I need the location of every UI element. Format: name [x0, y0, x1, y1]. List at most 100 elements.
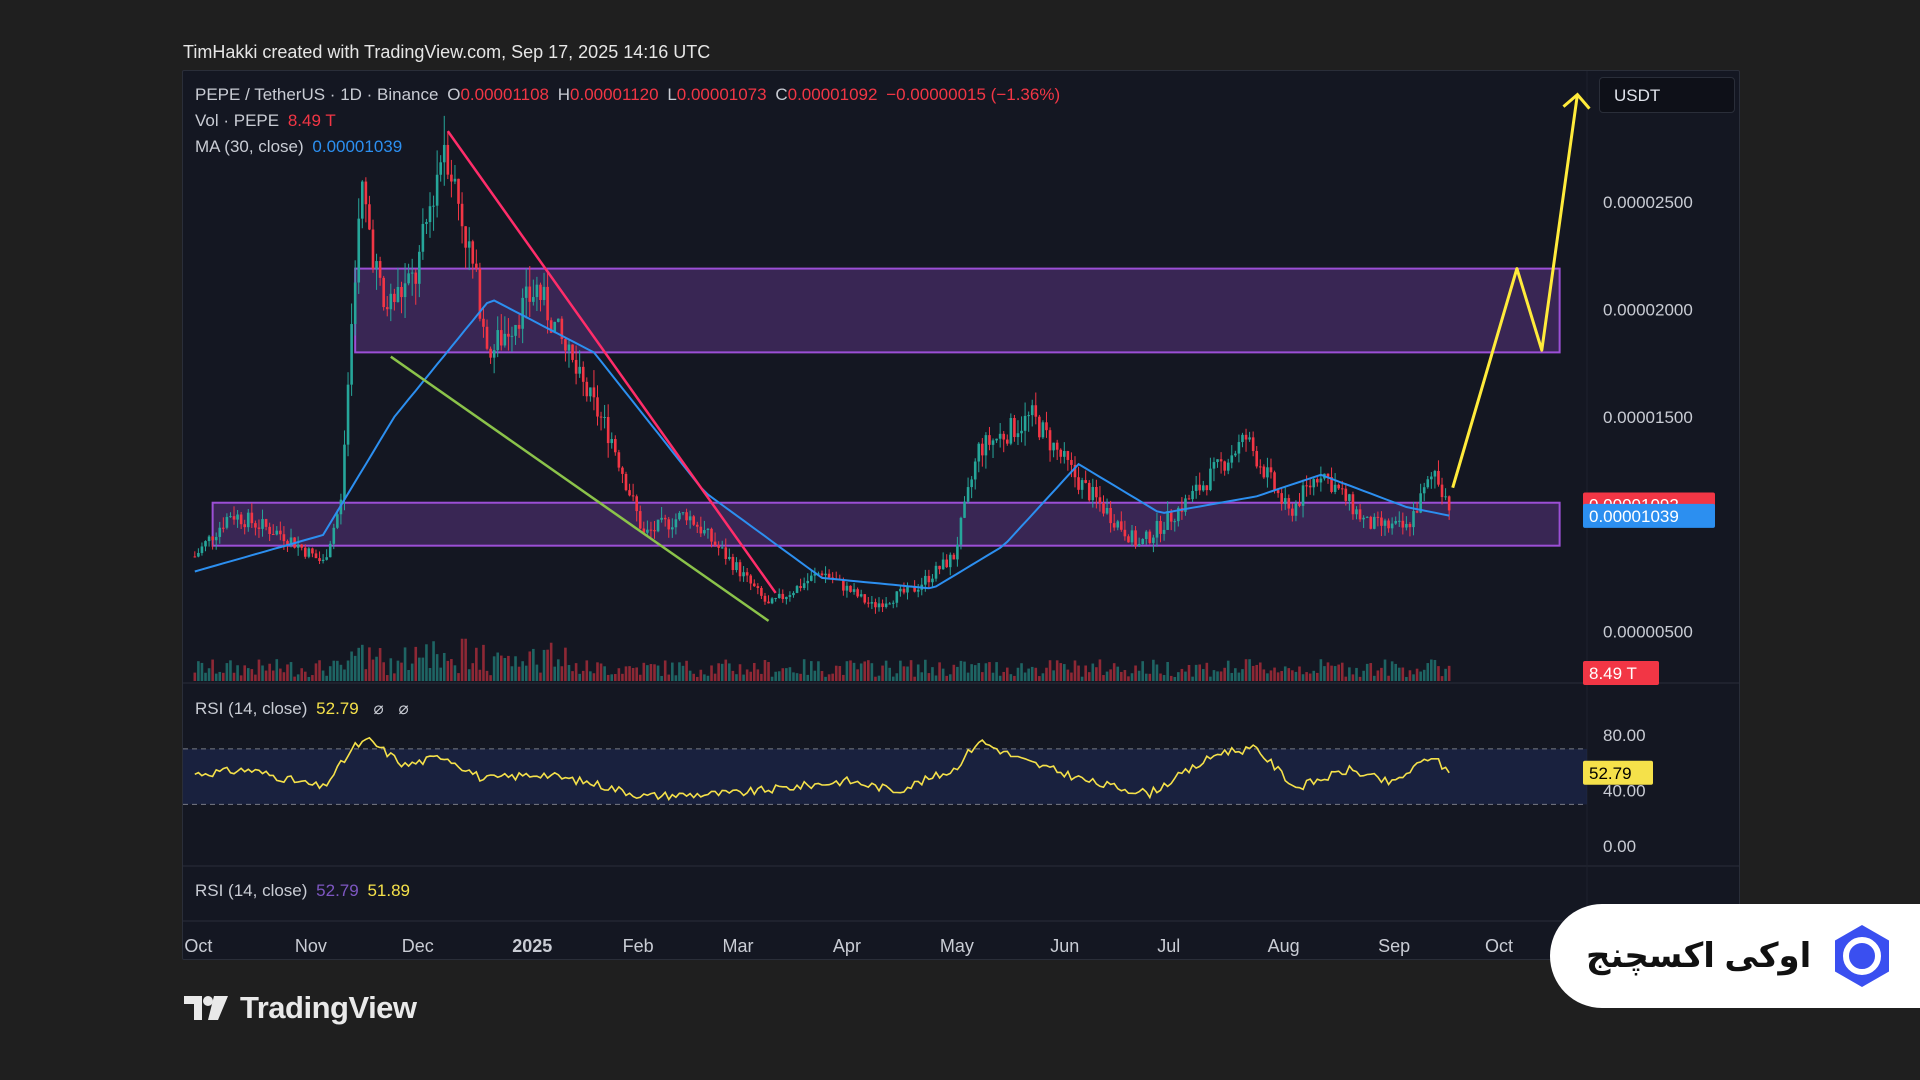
- volume-bar: [389, 658, 393, 681]
- downtrend-trendline[interactable]: [446, 130, 777, 594]
- candle: [867, 602, 870, 604]
- volume-bar: [1355, 667, 1358, 681]
- candle: [1112, 523, 1116, 528]
- projection-path[interactable]: [1451, 94, 1579, 489]
- candle: [788, 595, 792, 597]
- volume-bar: [1009, 674, 1013, 681]
- candle: [336, 514, 339, 528]
- volume-bar: [307, 676, 311, 681]
- zone-rectangle[interactable]: [211, 501, 1561, 547]
- candle: [542, 286, 546, 300]
- volume-bar: [956, 666, 959, 681]
- candle: [225, 516, 229, 528]
- candle: [924, 575, 927, 585]
- volume-bar: [207, 668, 211, 681]
- time-axis-tick: Jul: [1157, 936, 1180, 956]
- candle: [1248, 437, 1251, 440]
- symbol-label[interactable]: PEPE / TetherUS · 1D · Binance: [195, 85, 439, 104]
- candle: [539, 284, 542, 300]
- candle: [660, 517, 663, 520]
- candle: [332, 527, 336, 544]
- candle: [460, 203, 464, 227]
- candle: [314, 553, 318, 559]
- volume-bar: [1027, 668, 1030, 681]
- volume-label-box: [1583, 661, 1659, 685]
- ma-line[interactable]: [194, 299, 1450, 590]
- price-axis-tick: 0.00002500: [1603, 193, 1693, 212]
- volume-bar: [1408, 670, 1412, 681]
- candle: [710, 528, 713, 542]
- candle: [396, 286, 400, 303]
- volume-bar: [777, 671, 781, 681]
- volume-bar: [556, 659, 560, 681]
- candle: [842, 579, 845, 591]
- hide-icon[interactable]: ⌀: [373, 699, 384, 718]
- volume-bar: [624, 666, 628, 681]
- candle: [1070, 459, 1073, 465]
- candle: [1330, 476, 1333, 492]
- candle: [1426, 479, 1430, 488]
- currency-selector[interactable]: USDT: [1599, 77, 1735, 113]
- ma-label[interactable]: MA (30, close): [195, 137, 304, 156]
- volume-bar: [1365, 663, 1369, 681]
- candle: [856, 589, 859, 597]
- candle: [692, 516, 696, 525]
- volume-bar: [834, 665, 838, 681]
- chart-canvas[interactable]: 0.00002500 0.00002000 0.00001500 0.00000500…: [183, 71, 1739, 959]
- candle: [1397, 520, 1401, 522]
- candle: [1077, 477, 1080, 490]
- rsi2-label[interactable]: RSI (14, close): [195, 881, 308, 900]
- volume-bar: [346, 660, 350, 681]
- candle: [517, 324, 521, 329]
- candle: [802, 583, 806, 589]
- support-trendline[interactable]: [390, 355, 770, 622]
- tradingview-logo-icon: [184, 996, 228, 1020]
- candle: [1251, 437, 1255, 452]
- rsi-line[interactable]: [194, 736, 1450, 802]
- volume-bar: [902, 666, 906, 681]
- candle: [1291, 508, 1294, 516]
- ma-legend: MA (30, close) 0.00001039: [195, 137, 406, 157]
- volume-bar: [1123, 670, 1127, 681]
- candle: [1380, 517, 1383, 526]
- candle: [375, 261, 378, 269]
- volume-bar: [236, 665, 239, 681]
- settings-icon[interactable]: ⌀: [398, 699, 409, 718]
- candle: [403, 283, 407, 298]
- candle: [952, 554, 956, 560]
- volume-bar: [1283, 666, 1287, 681]
- candle: [1230, 455, 1234, 463]
- candle: [1013, 418, 1016, 438]
- volume-bar: [1269, 670, 1273, 681]
- volume-bar: [1330, 665, 1333, 681]
- candle: [646, 529, 649, 533]
- rsi-label[interactable]: RSI (14, close): [195, 699, 308, 718]
- zone-rectangle[interactable]: [354, 267, 1561, 354]
- candle: [232, 516, 236, 520]
- volume-bar: [457, 673, 460, 681]
- candle: [870, 602, 874, 604]
- volume-bar: [496, 652, 500, 681]
- candle: [849, 585, 852, 592]
- volume-label[interactable]: Vol · PEPE: [195, 111, 280, 130]
- candle: [275, 530, 279, 535]
- candle: [948, 554, 952, 568]
- volume-bar: [246, 668, 250, 681]
- volume-bar: [450, 659, 453, 681]
- candle: [1283, 498, 1287, 504]
- chart-frame[interactable]: 0.00002500 0.00002000 0.00001500 0.00000500…: [182, 70, 1740, 960]
- volume-bar: [243, 665, 247, 681]
- candle: [678, 512, 681, 520]
- candle: [1419, 493, 1422, 513]
- volume-bar: [1369, 663, 1373, 681]
- volume-bar: [952, 664, 956, 681]
- candle: [799, 586, 802, 589]
- candle: [407, 273, 410, 284]
- volume-bar: [1159, 673, 1162, 681]
- candle: [442, 144, 446, 163]
- candle: [1333, 484, 1337, 492]
- rsi-label: 52.79: [1589, 764, 1632, 783]
- volume-bar: [695, 676, 699, 681]
- volume-bar: [1351, 674, 1355, 681]
- candle: [624, 473, 628, 491]
